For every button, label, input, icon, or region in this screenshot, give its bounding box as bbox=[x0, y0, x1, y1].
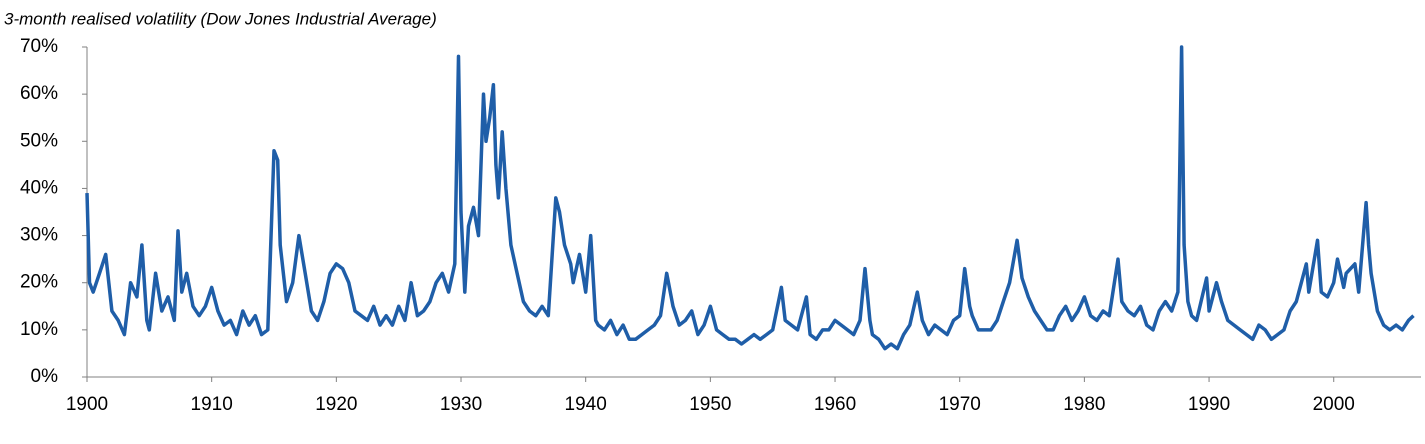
y-tick-label: 70% bbox=[20, 36, 58, 57]
x-tick-label: 1990 bbox=[1188, 394, 1230, 415]
x-tick-label: 1950 bbox=[689, 394, 731, 415]
y-tick-label: 30% bbox=[20, 225, 58, 246]
x-tick-label: 1980 bbox=[1063, 394, 1105, 415]
x-tick-label: 1910 bbox=[191, 394, 233, 415]
x-tick-label: 2000 bbox=[1313, 394, 1355, 415]
chart-subtitle: 3-month realised volatility (Dow Jones I… bbox=[4, 9, 437, 28]
line-series bbox=[85, 45, 1415, 351]
y-tick-label: 50% bbox=[20, 130, 58, 151]
x-tick-label: 1900 bbox=[66, 394, 108, 415]
x-tick-label: 1920 bbox=[315, 394, 357, 415]
y-tick-label: 20% bbox=[20, 272, 58, 293]
y-tick-label: 10% bbox=[20, 319, 58, 340]
y-tick-label: 0% bbox=[31, 366, 59, 387]
y-tick-label: 60% bbox=[20, 83, 58, 104]
y-tick-label: 40% bbox=[20, 177, 58, 198]
x-tick-label: 1940 bbox=[565, 394, 607, 415]
x-tick-label: 1960 bbox=[814, 394, 856, 415]
x-tick-label: 1930 bbox=[440, 394, 482, 415]
x-tick-label: 1970 bbox=[939, 394, 981, 415]
